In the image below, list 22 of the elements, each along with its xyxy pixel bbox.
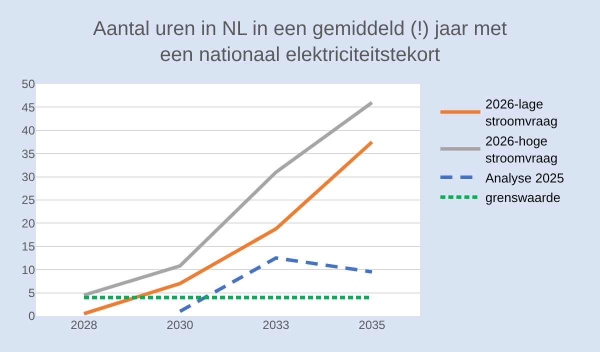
y-tick-label: 40 [22,124,36,138]
x-tick-label: 2033 [262,318,290,332]
chart-title: Aantal uren in NL in een gemiddeld (!) jaar met een nationaal elektriciteitstekort [93,18,508,66]
y-tick-label: 45 [22,100,36,114]
y-tick-label: 30 [22,170,36,184]
x-tick-label: 2035 [358,318,386,332]
line-series [82,100,374,297]
y-tick-label: 35 [22,146,36,161]
y-tick-label: 20 [22,216,36,230]
legend-label: Analyse 2025 [485,170,564,186]
y-tick-label: 5 [28,286,36,300]
x-tick-label: 2030 [166,318,194,332]
y-tick-label: 10 [22,262,36,277]
y-tick-label: 0 [28,309,36,324]
line-series [82,140,374,316]
y-tick-label: 25 [22,193,36,208]
x-tick-label: 2028 [70,318,98,332]
legend-label: grenswaarde [485,190,561,206]
y-tick-label: 50 [22,77,36,92]
y-tick-label: 15 [22,240,36,254]
legend-label: 2026-hoge stroomvraag [485,133,558,166]
legend-label: 2026-lage stroomvraag [485,96,558,129]
